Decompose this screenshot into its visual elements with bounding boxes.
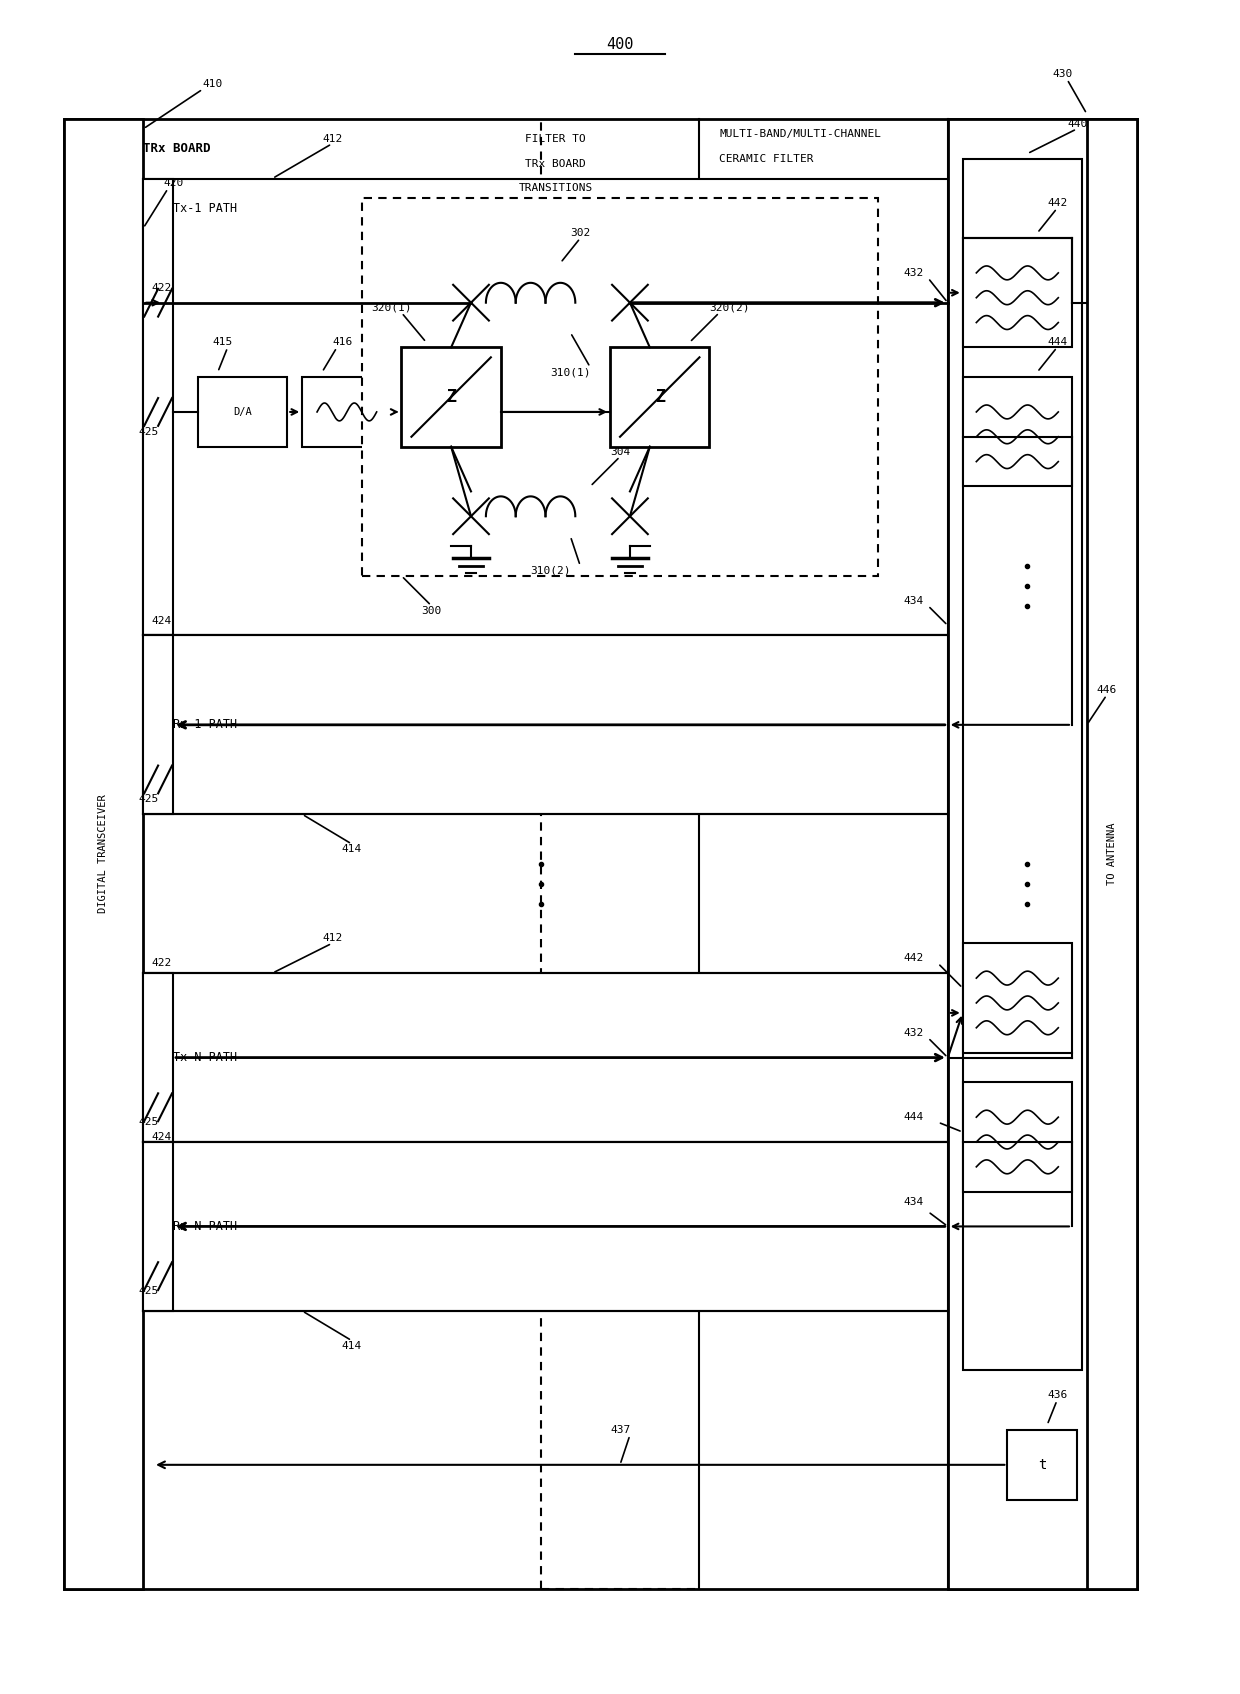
Text: Rx-1 PATH: Rx-1 PATH bbox=[174, 718, 237, 732]
Text: 430: 430 bbox=[1052, 69, 1073, 80]
Bar bbox=[144, 635, 174, 815]
Text: 444: 444 bbox=[903, 1113, 924, 1121]
Text: 410: 410 bbox=[203, 80, 223, 90]
Text: Rx-N PATH: Rx-N PATH bbox=[174, 1220, 237, 1233]
Text: 442: 442 bbox=[1047, 198, 1068, 208]
Bar bbox=[144, 972, 174, 1142]
Text: FILTER TO: FILTER TO bbox=[525, 134, 585, 144]
Text: Tx-N PATH: Tx-N PATH bbox=[174, 1050, 237, 1064]
Text: 310(2): 310(2) bbox=[531, 566, 570, 576]
Text: 442: 442 bbox=[903, 954, 924, 964]
Text: Z: Z bbox=[655, 388, 665, 407]
Text: 310(1): 310(1) bbox=[551, 368, 590, 378]
Text: 320(2): 320(2) bbox=[709, 303, 750, 313]
Bar bbox=[63, 119, 144, 1589]
Text: 432: 432 bbox=[903, 268, 924, 278]
Text: D/A: D/A bbox=[233, 407, 252, 417]
Text: 415: 415 bbox=[213, 337, 233, 347]
Bar bbox=[303, 378, 392, 447]
Text: Z: Z bbox=[446, 388, 456, 407]
Bar bbox=[1086, 119, 1137, 1589]
Bar bbox=[144, 972, 947, 1142]
Text: 425: 425 bbox=[138, 794, 159, 805]
Text: 304: 304 bbox=[610, 447, 630, 457]
Text: TRANSITIONS: TRANSITIONS bbox=[518, 183, 593, 193]
Bar bbox=[144, 178, 174, 635]
Bar bbox=[962, 239, 1071, 347]
Bar bbox=[962, 159, 1081, 1370]
Bar bbox=[402, 347, 501, 447]
Text: TRx BOARD: TRx BOARD bbox=[144, 142, 211, 156]
Text: 444: 444 bbox=[1047, 337, 1068, 347]
Text: MULTI-BAND/MULTI-CHANNEL: MULTI-BAND/MULTI-CHANNEL bbox=[719, 129, 882, 139]
Bar bbox=[962, 378, 1071, 486]
Text: 446: 446 bbox=[1096, 684, 1117, 695]
Text: t: t bbox=[1038, 1459, 1047, 1472]
Text: 424: 424 bbox=[151, 1132, 171, 1142]
Text: 425: 425 bbox=[138, 1286, 159, 1296]
Text: 400: 400 bbox=[606, 37, 634, 53]
Text: 412: 412 bbox=[322, 933, 342, 944]
Bar bbox=[1007, 1430, 1076, 1499]
Bar bbox=[63, 119, 1137, 1589]
Text: 424: 424 bbox=[151, 615, 171, 625]
Text: 425: 425 bbox=[138, 1116, 159, 1127]
Text: TRx BOARD: TRx BOARD bbox=[525, 159, 585, 169]
Bar bbox=[610, 347, 709, 447]
Text: 437: 437 bbox=[610, 1425, 630, 1435]
Text: CERAMIC FILTER: CERAMIC FILTER bbox=[719, 154, 813, 164]
Text: Tx-1 PATH: Tx-1 PATH bbox=[174, 202, 237, 215]
Bar bbox=[962, 1082, 1071, 1191]
Text: 434: 434 bbox=[903, 596, 924, 606]
Text: 320(1): 320(1) bbox=[372, 303, 412, 313]
Text: 300: 300 bbox=[422, 605, 441, 615]
Bar bbox=[144, 1142, 947, 1311]
Bar bbox=[962, 944, 1071, 1052]
Bar bbox=[947, 119, 1137, 1589]
Text: 416: 416 bbox=[332, 337, 352, 347]
Bar bbox=[144, 1142, 174, 1311]
Text: 432: 432 bbox=[903, 1028, 924, 1038]
Text: 414: 414 bbox=[342, 1340, 362, 1350]
Text: 422: 422 bbox=[151, 283, 171, 293]
Text: TO ANTENNA: TO ANTENNA bbox=[1106, 823, 1117, 886]
Text: 414: 414 bbox=[342, 844, 362, 854]
Bar bbox=[362, 198, 878, 576]
Text: 425: 425 bbox=[138, 427, 159, 437]
Text: 422: 422 bbox=[151, 959, 171, 969]
Text: 302: 302 bbox=[570, 229, 590, 239]
Text: 440: 440 bbox=[1066, 119, 1087, 129]
Text: 434: 434 bbox=[903, 1196, 924, 1206]
Text: 436: 436 bbox=[1047, 1391, 1068, 1401]
Text: DIGITAL TRANSCEIVER: DIGITAL TRANSCEIVER bbox=[98, 794, 108, 913]
Bar bbox=[198, 378, 288, 447]
Bar bbox=[144, 635, 947, 815]
Text: 412: 412 bbox=[322, 134, 342, 144]
Text: 420: 420 bbox=[164, 178, 184, 188]
Bar bbox=[144, 178, 947, 635]
